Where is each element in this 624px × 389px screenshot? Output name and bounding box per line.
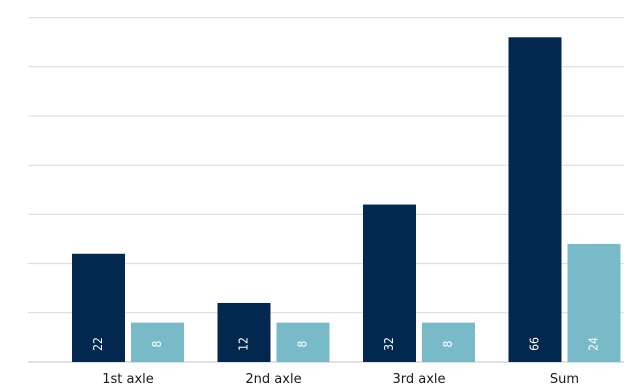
- x-tick-label: Sum: [550, 372, 579, 387]
- data-label: 8: [296, 340, 310, 347]
- bar: [276, 322, 330, 362]
- data-label: 22: [91, 337, 105, 351]
- data-label: 32: [382, 337, 396, 351]
- bars-group: 22 8 12 8 32 8 66 24: [72, 37, 621, 362]
- data-label: 8: [150, 340, 164, 347]
- bar: [72, 253, 125, 362]
- data-label: 66: [528, 337, 542, 351]
- bar: [567, 243, 621, 362]
- data-label: 24: [587, 337, 601, 351]
- data-label: 12: [237, 337, 251, 351]
- x-tick-label: 1st axle: [102, 372, 154, 387]
- bar: [217, 302, 271, 362]
- bar: [508, 37, 562, 362]
- bar: [363, 204, 416, 362]
- x-tick-label: 2nd axle: [245, 372, 301, 387]
- x-tick-label: 3rd axle: [392, 372, 445, 387]
- bar: [422, 322, 475, 362]
- bar: [131, 322, 184, 362]
- x-axis-labels: 1st axle 2nd axle 3rd axle Sum: [102, 372, 579, 387]
- data-label: 8: [441, 340, 455, 347]
